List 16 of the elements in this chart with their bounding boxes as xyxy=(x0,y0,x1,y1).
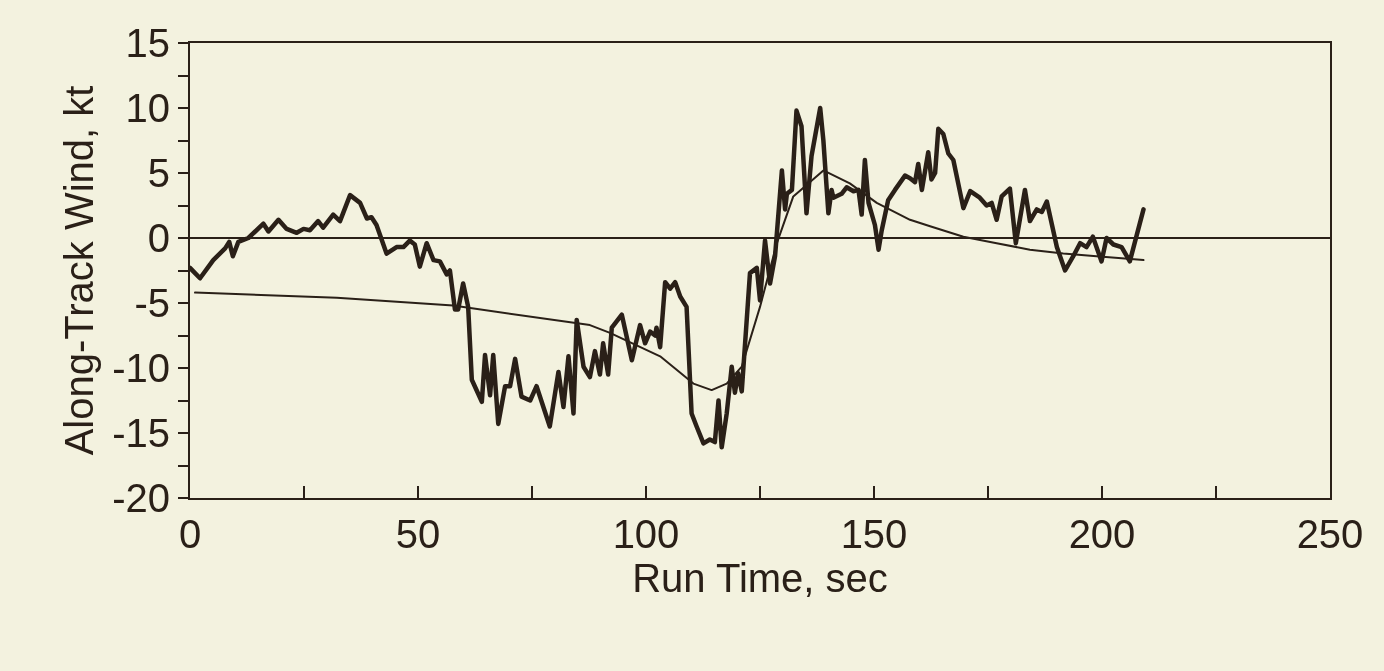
y-tick-label: -15 xyxy=(112,411,170,455)
x-tick-label: 100 xyxy=(612,512,680,556)
y-tick-label: 0 xyxy=(147,216,170,260)
y-axis-title: Along-Track Wind, kt xyxy=(57,85,102,456)
x-axis-title: Run Time, sec xyxy=(632,556,888,600)
y-tick-label: 5 xyxy=(147,151,170,195)
x-tick-label: 0 xyxy=(178,512,202,556)
x-tick-label: 200 xyxy=(1068,512,1136,556)
y-tick-label: 10 xyxy=(125,86,170,130)
y-tick-label: 15 xyxy=(125,21,170,65)
y-tick-label: -10 xyxy=(112,346,170,390)
x-tick-label: 50 xyxy=(395,512,441,556)
x-tick-label: 250 xyxy=(1296,512,1364,556)
y-tick-label: -5 xyxy=(134,281,170,325)
x-tick-label: 150 xyxy=(840,512,908,556)
y-tick-label: -20 xyxy=(112,476,170,520)
